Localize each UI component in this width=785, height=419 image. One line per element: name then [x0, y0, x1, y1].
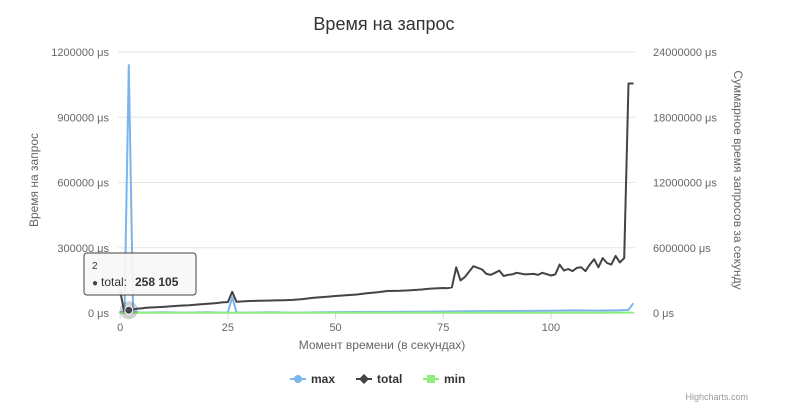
y-axis-right-tick-label: 24000000 μs — [653, 47, 717, 59]
right-axis-ticks: 0 μs 6000000 μs 12000000 μs 18000000 μs 2400… — [653, 47, 717, 320]
y-axis-right-title: Суммарное время запросов за секунду — [731, 70, 745, 289]
legend-label-min: min — [444, 372, 465, 386]
y-axis-left-tick-label: 1200000 μs — [51, 47, 109, 59]
tooltip-value: 258 105 — [135, 275, 179, 289]
y-axis-left-tick-label: 900000 μs — [57, 112, 109, 124]
credits-link[interactable]: Highcharts.com — [685, 392, 748, 402]
x-axis-tick-label: 100 — [542, 322, 560, 334]
y-axis-left-tick-label: 600000 μs — [57, 178, 109, 190]
y-axis-right-tick-label: 6000000 μs — [653, 243, 711, 255]
legend-marker-min — [427, 375, 435, 383]
legend-item-min[interactable]: min — [423, 372, 465, 386]
legend-item-total[interactable]: total — [356, 372, 402, 386]
series-layer — [120, 65, 633, 313]
tooltip-label: total: — [101, 275, 127, 289]
x-axis-title: Момент времени (в секундах) — [299, 338, 466, 352]
y-axis-left-title: Время на запрос — [27, 133, 41, 227]
legend-item-max[interactable]: max — [290, 372, 335, 386]
y-axis-right-tick-label: 18000000 μs — [653, 112, 717, 124]
x-axis-tick-label: 75 — [437, 322, 449, 334]
x-axis-ticks: 0 25 50 75 100 — [117, 313, 560, 334]
legend-marker-max — [294, 375, 302, 383]
x-axis-tick-label: 50 — [329, 322, 341, 334]
series-line-total — [120, 84, 633, 314]
x-axis-tick-label: 25 — [222, 322, 234, 334]
legend-label-max: max — [311, 372, 335, 386]
y-axis-right-tick-label: 12000000 μs — [653, 178, 717, 190]
tooltip-point — [125, 306, 133, 314]
chart-title: Время на запрос — [313, 14, 454, 34]
legend: max total min — [290, 372, 465, 386]
series-line-max — [120, 65, 633, 313]
y-axis-right-tick-label: 0 μs — [653, 308, 675, 320]
x-axis-tick-label: 0 — [117, 322, 123, 334]
y-axis-left-tick-label: 0 μs — [88, 308, 110, 320]
tooltip-header: 2 — [92, 261, 98, 272]
legend-label-total: total — [377, 372, 402, 386]
tooltip-bullet: ● — [92, 278, 98, 289]
legend-marker-total — [359, 374, 369, 384]
